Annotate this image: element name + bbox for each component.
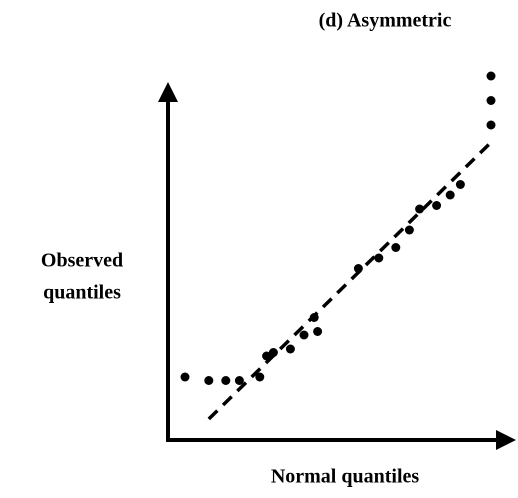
data-point [262,351,272,361]
data-point [486,120,496,130]
data-point [391,243,401,252]
data-point [486,71,496,81]
data-point [234,376,244,385]
chart-title: (d) Asymmetric [319,10,452,32]
data-point [221,376,231,385]
data-point [404,225,414,235]
data-point [432,201,442,210]
data-point [415,204,425,214]
data-point [268,348,278,357]
data-point [486,96,496,105]
data-point [285,344,295,354]
y-axis-label: Observed [41,250,123,272]
data-point [353,264,363,273]
data-point [299,330,309,340]
data-point [180,372,190,382]
data-point [455,180,465,189]
x-axis-label: Normal quantiles [271,466,420,488]
data-point [255,372,265,382]
data-point [445,190,455,200]
data-point [204,376,214,385]
reference-line [207,137,496,421]
data-point [374,253,384,263]
data-point [313,327,323,336]
y-axis-label: quantiles [43,282,121,304]
data-point [309,313,319,322]
